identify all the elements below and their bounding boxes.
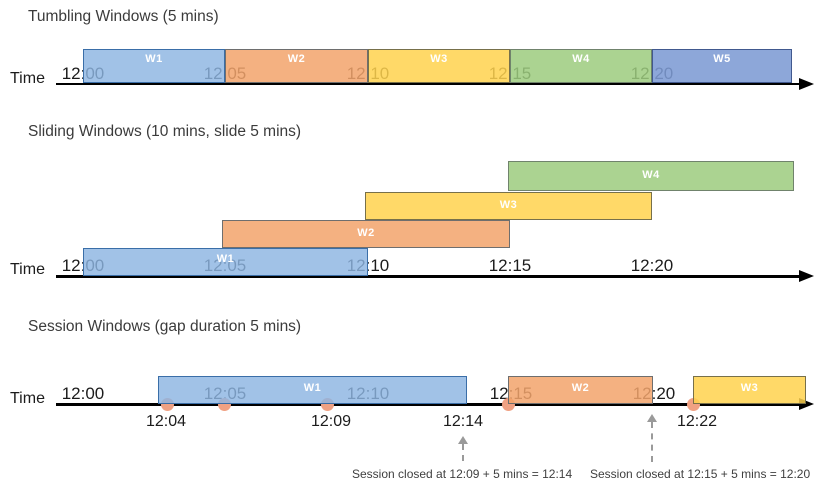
sliding-section-title: Sliding Windows (10 mins, slide 5 mins) — [28, 123, 302, 140]
window-label: W2 — [357, 227, 375, 239]
tick-label: 12:00 — [61, 384, 105, 403]
session-closed-annotation-1: Session closed at 12:09 + 5 mins = 12:14 — [352, 467, 573, 481]
session-timeline — [56, 403, 802, 406]
session-section-title: Session Windows (gap duration 5 mins) — [28, 318, 302, 335]
session-window-w3: W3 — [693, 376, 806, 404]
sliding-window-w4: W4 — [508, 161, 794, 191]
event-time-label: 12:14 — [442, 413, 484, 430]
window-label: W5 — [713, 53, 731, 65]
session-time-axis-label: Time — [10, 390, 45, 407]
tumbling-window-w1: W1 — [83, 49, 225, 83]
window-label: W2 — [287, 53, 306, 65]
session-closed-annotation-2: Session closed at 12:15 + 5 mins = 12:20 — [590, 467, 811, 481]
window-label: W4 — [642, 169, 660, 181]
sliding-window-w2: W2 — [222, 220, 510, 248]
window-label: W3 — [430, 53, 448, 65]
tumbling-section-title: Tumbling Windows (5 mins) — [28, 8, 219, 25]
sliding-timeline — [56, 275, 802, 278]
callout-arrow-up-icon — [458, 436, 468, 444]
sliding-timeline-arrowhead-icon — [799, 270, 814, 282]
window-label: W1 — [145, 53, 163, 65]
window-label: W1 — [303, 382, 322, 394]
callout-arrow-up-icon — [647, 414, 657, 422]
event-time-label: 12:04 — [145, 413, 187, 430]
window-label: W1 — [216, 253, 235, 265]
session-window-w2: W2 — [508, 376, 653, 404]
window-label: W4 — [572, 53, 590, 65]
tumbling-window-w4: W4 — [510, 49, 652, 83]
sliding-time-axis-label: Time — [10, 261, 45, 278]
window-label: W3 — [499, 199, 518, 211]
tumbling-timeline — [56, 83, 802, 85]
event-time-label: 12:22 — [676, 413, 718, 430]
tumbling-window-w2: W2 — [225, 49, 368, 83]
event-time-label: 12:09 — [310, 413, 352, 430]
session-window-w1: W1 — [158, 376, 467, 404]
tick-label: 12:20 — [630, 256, 674, 275]
tumbling-time-axis-label: Time — [10, 70, 45, 87]
sliding-window-w1: W1 — [83, 248, 368, 276]
sliding-window-w3: W3 — [365, 192, 652, 220]
tumbling-window-w3: W3 — [368, 49, 510, 83]
callout-arrow-stem — [651, 422, 653, 462]
window-label: W2 — [571, 382, 590, 394]
callout-arrow-stem — [462, 444, 464, 461]
tumbling-timeline-arrowhead-icon — [799, 78, 814, 90]
tick-label: 12:15 — [488, 256, 532, 275]
tumbling-window-w5: W5 — [652, 49, 792, 83]
window-label: W3 — [740, 382, 759, 394]
